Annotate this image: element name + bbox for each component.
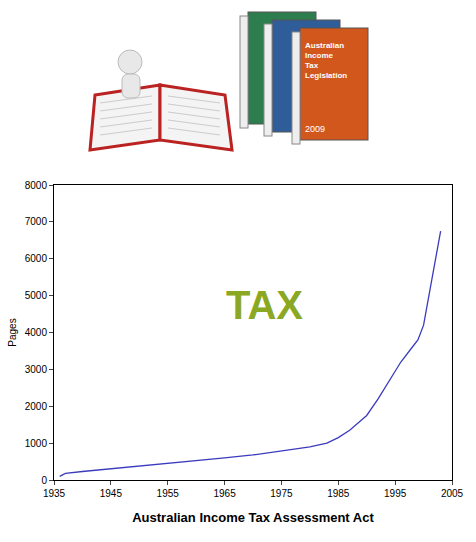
svg-text:4000: 4000	[25, 327, 48, 338]
svg-text:1955: 1955	[157, 488, 180, 499]
svg-text:1935: 1935	[43, 488, 66, 499]
svg-text:6000: 6000	[25, 253, 48, 264]
svg-text:1995: 1995	[384, 488, 407, 499]
svg-text:3000: 3000	[25, 364, 48, 375]
svg-text:2005: 2005	[441, 488, 464, 499]
svg-text:1000: 1000	[25, 438, 48, 449]
svg-text:7000: 7000	[25, 216, 48, 227]
svg-text:1945: 1945	[100, 488, 123, 499]
svg-text:Pages: Pages	[7, 318, 18, 346]
svg-text:AustralianIncomeTaxLegislation: AustralianIncomeTaxLegislation	[305, 41, 347, 80]
svg-text:0: 0	[41, 475, 47, 486]
svg-text:1975: 1975	[270, 488, 293, 499]
svg-text:1985: 1985	[327, 488, 350, 499]
svg-text:TAX: TAX	[226, 283, 303, 327]
svg-text:5000: 5000	[25, 290, 48, 301]
svg-text:8000: 8000	[25, 180, 48, 191]
svg-text:1965: 1965	[213, 488, 236, 499]
svg-text:Australian Income Tax Assessme: Australian Income Tax Assessment Act	[132, 510, 374, 525]
svg-text:2009: 2009	[305, 124, 325, 134]
svg-text:2000: 2000	[25, 401, 48, 412]
